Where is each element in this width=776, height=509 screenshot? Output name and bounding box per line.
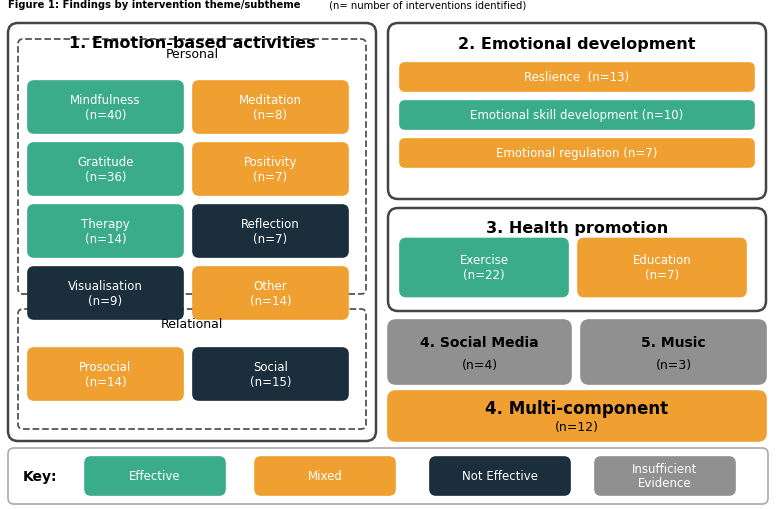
Text: Gratitude
(n=36): Gratitude (n=36) bbox=[78, 156, 133, 184]
Text: Meditation
(n=8): Meditation (n=8) bbox=[239, 94, 302, 122]
Text: Reflection
(n=7): Reflection (n=7) bbox=[241, 217, 300, 245]
FancyBboxPatch shape bbox=[193, 348, 348, 400]
FancyBboxPatch shape bbox=[388, 320, 571, 384]
Text: (n= number of interventions identified): (n= number of interventions identified) bbox=[326, 0, 526, 10]
FancyBboxPatch shape bbox=[28, 267, 183, 319]
Text: Evidence: Evidence bbox=[638, 476, 692, 490]
Text: 1. Emotion-based activities: 1. Emotion-based activities bbox=[69, 37, 315, 51]
Text: Reslience  (n=13): Reslience (n=13) bbox=[525, 71, 629, 84]
Text: Other
(n=14): Other (n=14) bbox=[250, 279, 291, 307]
FancyBboxPatch shape bbox=[8, 24, 376, 441]
Text: (n=4): (n=4) bbox=[462, 358, 497, 371]
Text: Therapy
(n=14): Therapy (n=14) bbox=[81, 217, 130, 245]
Text: Visualisation
(n=9): Visualisation (n=9) bbox=[68, 279, 143, 307]
FancyBboxPatch shape bbox=[388, 209, 766, 312]
Text: Prosocial
(n=14): Prosocial (n=14) bbox=[79, 360, 132, 388]
Text: Not Effective: Not Effective bbox=[462, 470, 538, 483]
FancyBboxPatch shape bbox=[578, 239, 746, 297]
Text: Emotional regulation (n=7): Emotional regulation (n=7) bbox=[497, 147, 658, 160]
FancyBboxPatch shape bbox=[18, 40, 366, 294]
FancyBboxPatch shape bbox=[388, 24, 766, 200]
Text: Insufficient: Insufficient bbox=[632, 463, 698, 475]
FancyBboxPatch shape bbox=[28, 82, 183, 134]
FancyBboxPatch shape bbox=[28, 206, 183, 258]
Text: Figure 1: Findings by intervention theme/subtheme: Figure 1: Findings by intervention theme… bbox=[8, 0, 300, 10]
Text: Exercise
(n=22): Exercise (n=22) bbox=[459, 254, 508, 282]
Text: 5. Music: 5. Music bbox=[641, 335, 706, 349]
Text: Key:: Key: bbox=[23, 469, 57, 483]
Text: Personal: Personal bbox=[165, 47, 219, 61]
Text: 2. Emotional development: 2. Emotional development bbox=[459, 37, 696, 51]
FancyBboxPatch shape bbox=[400, 140, 754, 167]
Text: (n=3): (n=3) bbox=[656, 358, 691, 371]
Text: Social
(n=15): Social (n=15) bbox=[250, 360, 291, 388]
FancyBboxPatch shape bbox=[18, 309, 366, 429]
FancyBboxPatch shape bbox=[8, 448, 768, 504]
FancyBboxPatch shape bbox=[85, 457, 225, 495]
Text: Relational: Relational bbox=[161, 317, 223, 330]
Text: Positivity
(n=7): Positivity (n=7) bbox=[244, 156, 297, 184]
Text: Effective: Effective bbox=[129, 470, 181, 483]
Text: Mixed: Mixed bbox=[307, 470, 342, 483]
Text: 4. Social Media: 4. Social Media bbox=[420, 335, 539, 349]
FancyBboxPatch shape bbox=[193, 267, 348, 319]
FancyBboxPatch shape bbox=[193, 82, 348, 134]
Text: Emotional skill development (n=10): Emotional skill development (n=10) bbox=[470, 109, 684, 122]
Text: Mindfulness
(n=40): Mindfulness (n=40) bbox=[71, 94, 140, 122]
FancyBboxPatch shape bbox=[193, 144, 348, 195]
FancyBboxPatch shape bbox=[255, 457, 395, 495]
FancyBboxPatch shape bbox=[400, 239, 568, 297]
FancyBboxPatch shape bbox=[28, 348, 183, 400]
FancyBboxPatch shape bbox=[400, 102, 754, 130]
Text: (n=12): (n=12) bbox=[555, 420, 599, 434]
FancyBboxPatch shape bbox=[400, 64, 754, 92]
FancyBboxPatch shape bbox=[28, 144, 183, 195]
Text: 3. Health promotion: 3. Health promotion bbox=[486, 221, 668, 236]
FancyBboxPatch shape bbox=[388, 391, 766, 441]
Text: Education
(n=7): Education (n=7) bbox=[632, 254, 691, 282]
Text: 4. Multi-component: 4. Multi-component bbox=[486, 399, 669, 417]
FancyBboxPatch shape bbox=[581, 320, 766, 384]
FancyBboxPatch shape bbox=[430, 457, 570, 495]
FancyBboxPatch shape bbox=[193, 206, 348, 258]
FancyBboxPatch shape bbox=[595, 457, 735, 495]
